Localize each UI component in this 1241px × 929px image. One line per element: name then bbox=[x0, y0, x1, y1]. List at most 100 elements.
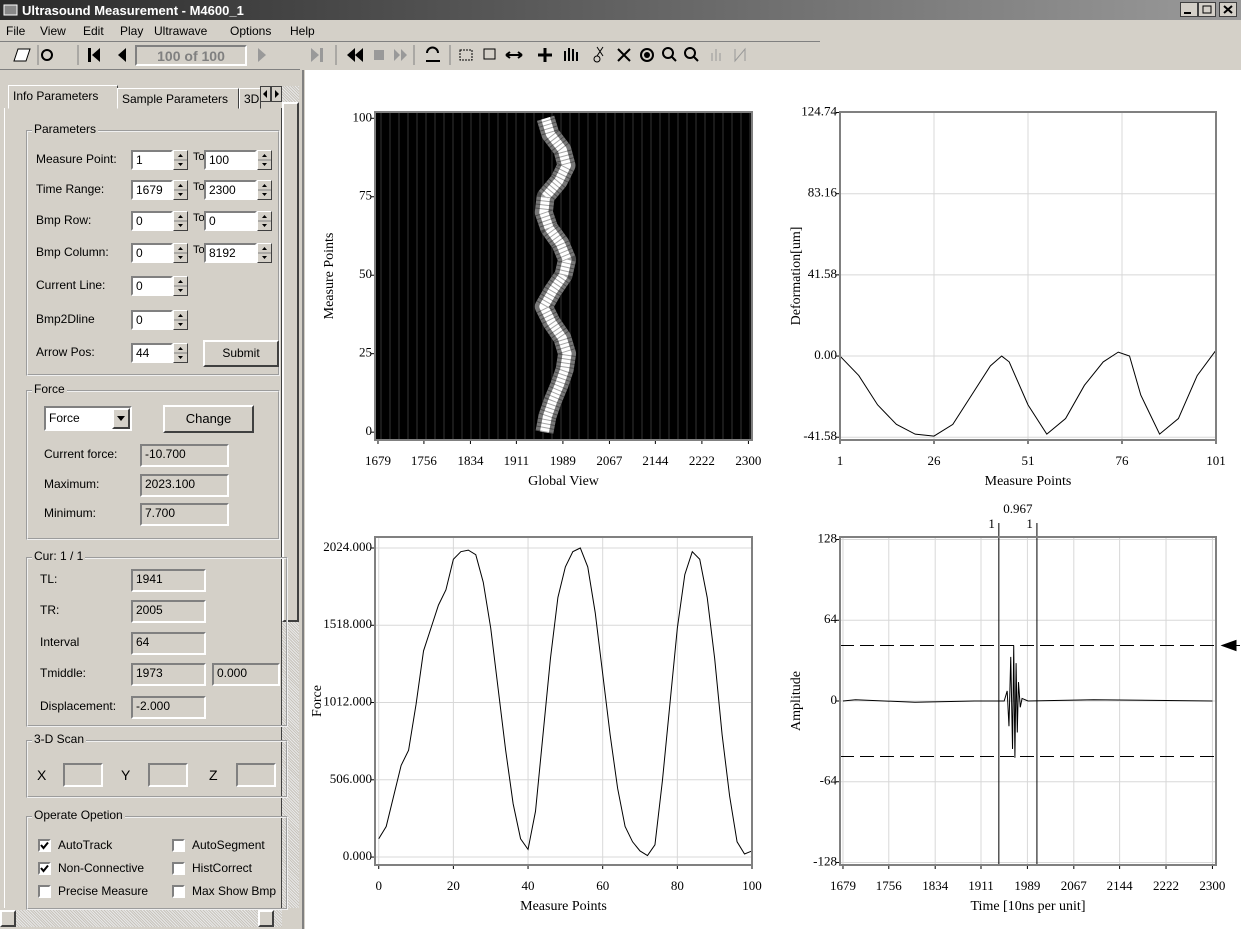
x-tick-label: 1989 bbox=[550, 453, 576, 468]
x-tick-label: 2300 bbox=[735, 453, 761, 468]
checkbox[interactable] bbox=[38, 885, 51, 898]
x-tick-label: 0 bbox=[375, 878, 382, 893]
x-tick-label: 51 bbox=[1022, 453, 1035, 468]
y-axis-label: Amplitude bbox=[789, 671, 804, 731]
option-label[interactable]: AutoSegment bbox=[192, 838, 265, 852]
spinner[interactable] bbox=[173, 276, 188, 296]
spinner[interactable] bbox=[173, 343, 188, 363]
y-tick-label: 124.74 bbox=[801, 103, 837, 118]
y-tick-label: 0 bbox=[831, 692, 838, 707]
menu-item[interactable]: Help bbox=[290, 24, 315, 38]
group-title: Operate Opetion bbox=[32, 808, 125, 822]
select-arrow[interactable] bbox=[112, 408, 130, 429]
option-label[interactable]: Non-Connective bbox=[58, 861, 144, 875]
select-arrow-icon bbox=[114, 410, 128, 427]
spinner[interactable] bbox=[257, 211, 272, 231]
y-tick-label: 1012.000 bbox=[323, 694, 372, 709]
checkbox-checked[interactable] bbox=[38, 862, 51, 875]
checkbox[interactable] bbox=[172, 885, 185, 898]
param-from[interactable]: 0 bbox=[131, 276, 173, 296]
submit-button[interactable]: Submit bbox=[203, 340, 279, 367]
scroll-button[interactable] bbox=[258, 910, 274, 927]
menu-item[interactable]: Play bbox=[120, 24, 143, 38]
x-axis-label: Measure Points bbox=[985, 474, 1072, 489]
param-from[interactable]: 44 bbox=[131, 343, 173, 363]
y-tick-label: -41.58 bbox=[803, 428, 837, 443]
option-label[interactable]: HistCorrect bbox=[192, 861, 252, 875]
spinner[interactable] bbox=[257, 180, 272, 200]
checkbox[interactable] bbox=[172, 862, 185, 875]
param-label: Time Range: bbox=[36, 182, 104, 196]
spinner[interactable] bbox=[173, 211, 188, 231]
cursor-value: 1941 bbox=[131, 569, 206, 592]
y-axis-label: Deformation[um] bbox=[789, 227, 804, 326]
checkbox-checked[interactable] bbox=[38, 839, 51, 852]
x-tick-label: 1911 bbox=[504, 453, 530, 468]
x-tick-label: 2067 bbox=[596, 453, 623, 468]
cursor-label: 1 bbox=[988, 516, 995, 531]
menu-item[interactable]: Ultrawave bbox=[154, 24, 207, 38]
y-tick-label: 2024.000 bbox=[323, 539, 372, 554]
force-label: Minimum: bbox=[44, 506, 96, 520]
force-value: 2023.100 bbox=[140, 474, 229, 497]
param-to[interactable]: 0 bbox=[204, 211, 257, 231]
spinner[interactable] bbox=[173, 150, 188, 170]
cursor-ratio: 0.967 bbox=[1003, 501, 1033, 516]
y-tick-label: -128 bbox=[813, 853, 837, 868]
param-label: Arrow Pos: bbox=[36, 345, 95, 359]
checkbox[interactable] bbox=[172, 839, 185, 852]
cursor-value: 64 bbox=[131, 632, 206, 655]
option-label[interactable]: Max Show Bmp bbox=[192, 884, 276, 898]
cursor-label: TL: bbox=[40, 572, 57, 586]
spinner[interactable] bbox=[257, 150, 272, 170]
x-axis-label: Global View bbox=[528, 474, 600, 489]
scan-axis-label: X bbox=[37, 767, 46, 783]
scroll-thumb[interactable] bbox=[282, 102, 299, 622]
x-tick-label: 1911 bbox=[968, 878, 994, 893]
option-label[interactable]: Precise Measure bbox=[58, 884, 148, 898]
param-from[interactable]: 0 bbox=[131, 211, 173, 231]
scan-field bbox=[148, 763, 188, 787]
spinner[interactable] bbox=[173, 310, 188, 330]
param-to[interactable]: 2300 bbox=[204, 180, 257, 200]
change-button[interactable]: Change bbox=[163, 405, 254, 433]
option-label[interactable]: AutoTrack bbox=[58, 838, 112, 852]
tab[interactable]: Sample Parameters bbox=[117, 88, 239, 109]
param-from[interactable]: 0 bbox=[131, 243, 173, 263]
x-tick-label: 1 bbox=[837, 453, 844, 468]
param-label: Bmp2Dline bbox=[36, 312, 95, 326]
x-tick-label: 76 bbox=[1116, 453, 1130, 468]
y-tick-label: -64 bbox=[820, 773, 838, 788]
param-from[interactable]: 1679 bbox=[131, 180, 173, 200]
y-tick-label: 64 bbox=[824, 611, 838, 626]
param-from[interactable]: 0 bbox=[131, 310, 173, 330]
check-mark bbox=[40, 864, 49, 873]
group-title: 3-D Scan bbox=[32, 732, 86, 746]
spinner[interactable] bbox=[173, 180, 188, 200]
scroll-track-h[interactable] bbox=[0, 910, 282, 927]
x-tick-label: 100 bbox=[742, 878, 762, 893]
x-tick-label: 1834 bbox=[922, 878, 949, 893]
x-tick-label: 1679 bbox=[365, 453, 391, 468]
tab[interactable]: 3D bbox=[239, 88, 261, 109]
x-tick-label: 1679 bbox=[830, 878, 856, 893]
cursor-extra: 0.000 bbox=[212, 663, 280, 686]
spinner[interactable] bbox=[173, 243, 188, 263]
menu-item[interactable]: File bbox=[6, 24, 25, 38]
tab-active[interactable]: Info Parameters bbox=[8, 85, 118, 109]
cursor-value: 2005 bbox=[131, 600, 206, 623]
tab-scroll[interactable] bbox=[260, 86, 282, 102]
y-tick-label: 75 bbox=[359, 188, 372, 203]
menu-item[interactable]: View bbox=[40, 24, 66, 38]
spinner[interactable] bbox=[257, 243, 272, 263]
param-label: Bmp Column: bbox=[36, 245, 109, 259]
param-from[interactable]: 1 bbox=[131, 150, 173, 170]
cursor-value: -2.000 bbox=[131, 696, 206, 719]
x-tick-label: 2300 bbox=[1199, 878, 1225, 893]
scroll-button[interactable] bbox=[0, 910, 16, 927]
param-to[interactable]: 100 bbox=[204, 150, 257, 170]
menu-item[interactable]: Edit bbox=[83, 24, 104, 38]
force-label: Maximum: bbox=[44, 477, 99, 491]
menu-item[interactable]: Options bbox=[230, 24, 271, 38]
param-to[interactable]: 8192 bbox=[204, 243, 257, 263]
